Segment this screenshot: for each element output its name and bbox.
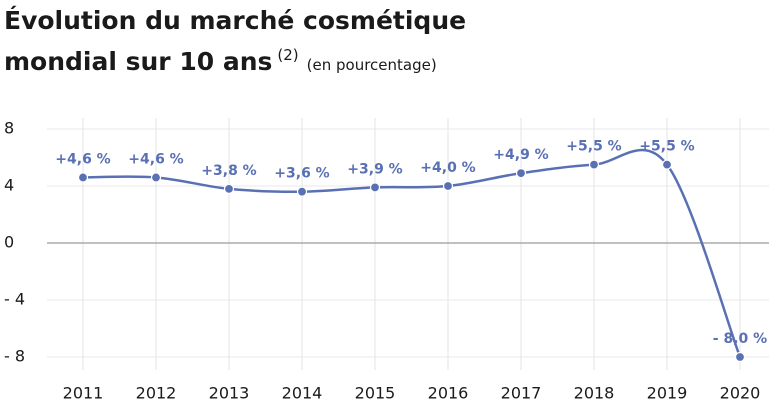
- x-tick-label: 2018: [574, 384, 615, 403]
- data-point: [296, 186, 308, 197]
- data-point: [77, 172, 89, 183]
- x-tick-label: 2014: [282, 384, 323, 403]
- data-point: [369, 182, 381, 193]
- y-tick-label: - 8: [4, 347, 25, 366]
- x-tick-label: 2015: [355, 384, 396, 403]
- data-label: - 8,0 %: [713, 331, 767, 347]
- data-point: [734, 351, 746, 363]
- data-point: [150, 172, 162, 183]
- series-line: [82, 148, 742, 358]
- subtitle: (en pourcentage): [307, 56, 437, 74]
- x-tick-label: 2016: [428, 384, 469, 403]
- data-label: +4,9 %: [493, 147, 548, 163]
- data-label: +4,6 %: [128, 151, 183, 167]
- chart-title: Évolution du marché cosmétique: [4, 6, 466, 35]
- data-label: +4,0 %: [420, 160, 475, 176]
- y-tick-label: 0: [4, 233, 14, 252]
- x-tick-label: 2013: [209, 384, 250, 403]
- data-point: [661, 159, 673, 170]
- chart-title: mondial sur 10 ans: [4, 47, 272, 76]
- x-tick-label: 2020: [720, 384, 761, 403]
- x-tick-label: 2012: [136, 384, 177, 403]
- y-tick-label: - 4: [4, 290, 25, 309]
- data-point: [515, 168, 527, 179]
- data-label: +5,5 %: [639, 139, 694, 155]
- x-tick-label: 2019: [647, 384, 688, 403]
- chart-title: mondial sur 10 ans (2) (en pourcentage): [4, 46, 437, 76]
- data-point: [223, 183, 235, 194]
- data-point: [588, 159, 600, 170]
- data-label: +5,5 %: [566, 139, 621, 155]
- title-note: (2): [277, 46, 298, 64]
- data-label: +3,6 %: [274, 166, 329, 182]
- x-tick-label: 2017: [501, 384, 542, 403]
- x-tick-label: 2011: [63, 384, 104, 403]
- y-tick-label: 4: [4, 176, 14, 195]
- data-point: [442, 180, 454, 192]
- data-label: +4,6 %: [55, 151, 110, 167]
- data-label: +3,8 %: [201, 163, 256, 179]
- y-tick-label: 8: [4, 119, 14, 138]
- data-label: +3,9 %: [347, 161, 402, 177]
